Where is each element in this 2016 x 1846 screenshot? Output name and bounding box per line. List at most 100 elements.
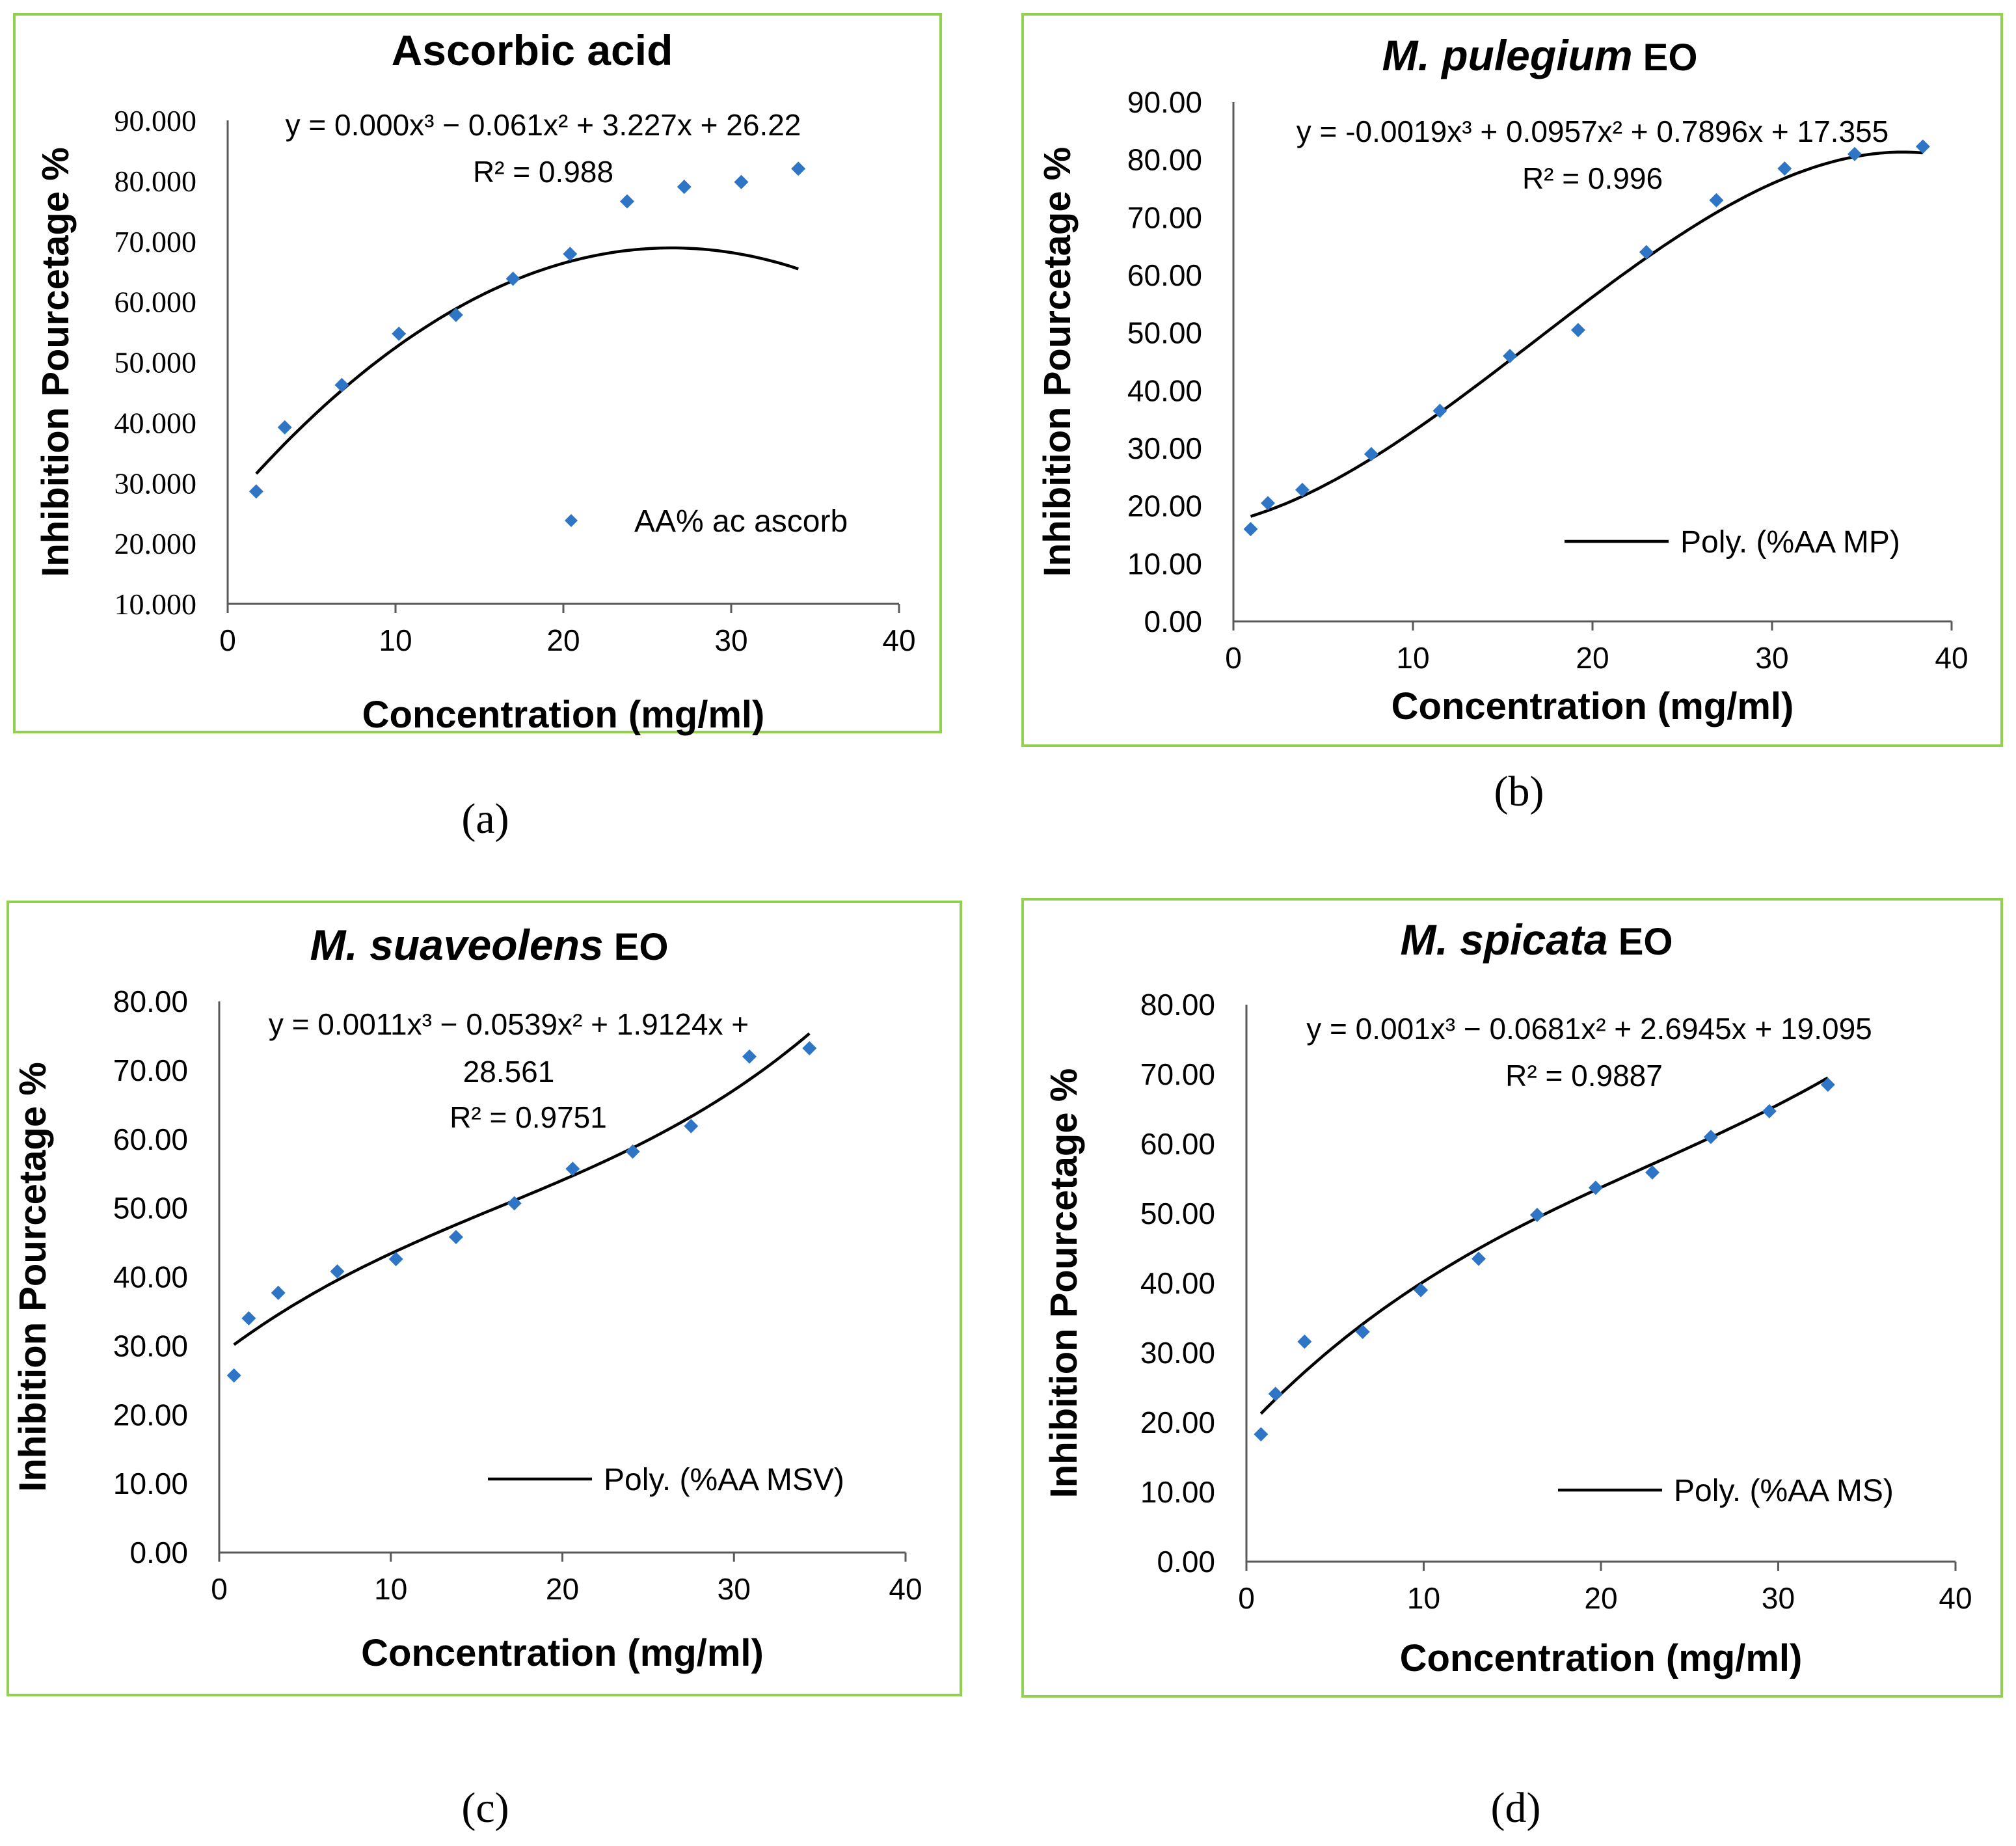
- data-point: [388, 1251, 403, 1266]
- chart-title: M. suaveolens EO: [310, 921, 668, 969]
- data-point: [1295, 482, 1310, 497]
- y-tick-label: 20.00: [113, 1398, 188, 1432]
- y-tick-label: 60.00: [113, 1122, 188, 1156]
- panel-label: (d): [1491, 1784, 1541, 1832]
- data-point: [1364, 446, 1378, 461]
- data-point: [330, 1264, 345, 1279]
- x-tick-label: 10: [1407, 1581, 1440, 1615]
- y-tick-label: 60.00: [1127, 258, 1202, 292]
- panel-border: [13, 13, 942, 733]
- y-tick-label: 20.00: [1127, 489, 1202, 523]
- y-axis-title: Inhibition Pourcetage %: [34, 147, 77, 577]
- y-tick-label: 90.00: [1127, 85, 1202, 119]
- chart-title-suffix: EO: [1633, 36, 1698, 79]
- panel-label: (a): [461, 795, 509, 843]
- panel-border: [1021, 13, 2003, 747]
- data-point: [1432, 403, 1447, 418]
- legend: Poly. (%AA MS): [1558, 1474, 1894, 1508]
- data-point: [1570, 323, 1585, 338]
- panel-label: (b): [1494, 768, 1544, 815]
- data-point: [1709, 193, 1724, 208]
- y-tick-label: 50.00: [1127, 316, 1202, 350]
- data-point: [1529, 1208, 1544, 1223]
- data-point: [507, 1196, 522, 1211]
- y-tick-label: 40.000: [114, 406, 197, 439]
- data-point: [1355, 1324, 1370, 1339]
- y-tick-label: 90.000: [114, 104, 197, 137]
- data-point: [620, 194, 635, 209]
- data-point: [565, 1161, 580, 1176]
- data-point: [1703, 1130, 1718, 1145]
- r-squared: R² = 0.988: [473, 155, 613, 189]
- legend-label: AA% ac ascorb: [634, 504, 848, 539]
- trendline: [1250, 150, 1923, 518]
- data-point: [734, 174, 749, 189]
- y-tick-label: 70.00: [1140, 1057, 1215, 1091]
- data-point: [448, 308, 463, 323]
- y-tick-label: 10.00: [1127, 547, 1202, 580]
- x-tick-label: 30: [1755, 641, 1788, 675]
- y-tick-label: 20.00: [1140, 1405, 1215, 1439]
- data-point: [1471, 1251, 1486, 1266]
- y-tick-label: 70.00: [1127, 200, 1202, 234]
- data-point: [1762, 1104, 1777, 1119]
- panel-border: [7, 901, 962, 1696]
- data-point: [271, 1285, 286, 1300]
- y-tick-label: 40.00: [113, 1260, 188, 1294]
- y-tick-label: 0.00: [129, 1536, 188, 1569]
- data-point: [791, 161, 806, 176]
- x-tick-label: 30: [1762, 1581, 1795, 1615]
- chart-title: M. spicata EO: [1400, 916, 1673, 964]
- y-tick-label: 70.000: [114, 225, 197, 258]
- data-point: [742, 1049, 757, 1064]
- chart-panel-4: M. spicata EO 0 10 20 30 40 0.00 10.00 20.00 30.0…: [1021, 898, 2003, 1832]
- x-tick-label: 30: [714, 623, 747, 657]
- data-point: [505, 271, 520, 286]
- trendline-equation: y = 0.001x³ − 0.0681x² + 2.6945x + 19.09…: [1306, 1012, 1872, 1046]
- legend: Poly. (%AA MP): [1565, 525, 1900, 560]
- x-tick-label: 30: [718, 1572, 751, 1606]
- y-tick-label: 0.00: [1157, 1545, 1215, 1579]
- chart-title-species: M. spicata: [1400, 916, 1607, 964]
- data-point: [1777, 161, 1792, 176]
- chart-panel-3: M. suaveolens EO 0 10 20 30 40 0.00 10.00 20.00 3…: [7, 901, 962, 1832]
- legend-marker: [565, 514, 578, 527]
- x-tick-label: 40: [882, 623, 915, 657]
- legend-label: Poly. (%AA MS): [1674, 1474, 1894, 1508]
- data-point: [249, 484, 263, 499]
- data-point: [277, 420, 292, 435]
- x-tick-label: 0: [211, 1572, 228, 1606]
- data-point: [1847, 146, 1862, 161]
- trendline-equation-cont: 28.561: [463, 1055, 555, 1089]
- data-point: [226, 1368, 241, 1383]
- data-point: [1820, 1078, 1835, 1093]
- data-point: [1254, 1427, 1269, 1442]
- data-point: [684, 1119, 699, 1133]
- chart-title: Ascorbic acid: [392, 26, 673, 74]
- y-tick-label: 60.000: [114, 286, 197, 319]
- data-point: [1915, 139, 1930, 154]
- data-point: [1645, 1165, 1660, 1180]
- data-point: [1243, 522, 1258, 537]
- x-tick-label: 40: [1939, 1581, 1972, 1615]
- y-tick-label: 60.00: [1140, 1127, 1215, 1161]
- data-point: [1268, 1387, 1283, 1402]
- y-tick-label: 10.00: [1140, 1475, 1215, 1509]
- x-axis-title: Concentration (mg/ml): [362, 694, 765, 736]
- y-axis-title: Inhibition Pourcetage %: [12, 1062, 54, 1492]
- x-tick-label: 10: [374, 1572, 407, 1606]
- y-tick-label: 0.00: [1144, 604, 1202, 638]
- x-tick-label: 20: [546, 623, 580, 657]
- data-point: [392, 326, 407, 341]
- trendline-equation: y = 0.000x³ − 0.061x² + 3.227x + 26.22: [286, 108, 801, 142]
- data-point: [563, 247, 578, 262]
- data-point: [1588, 1180, 1603, 1195]
- data-point: [677, 180, 692, 195]
- x-tick-label: 0: [1225, 641, 1242, 675]
- data-point: [1414, 1283, 1429, 1297]
- panel-label: (c): [461, 1784, 509, 1832]
- x-tick-label: 20: [546, 1572, 579, 1606]
- y-tick-label: 80.00: [1127, 143, 1202, 177]
- trendline: [1259, 1076, 1829, 1415]
